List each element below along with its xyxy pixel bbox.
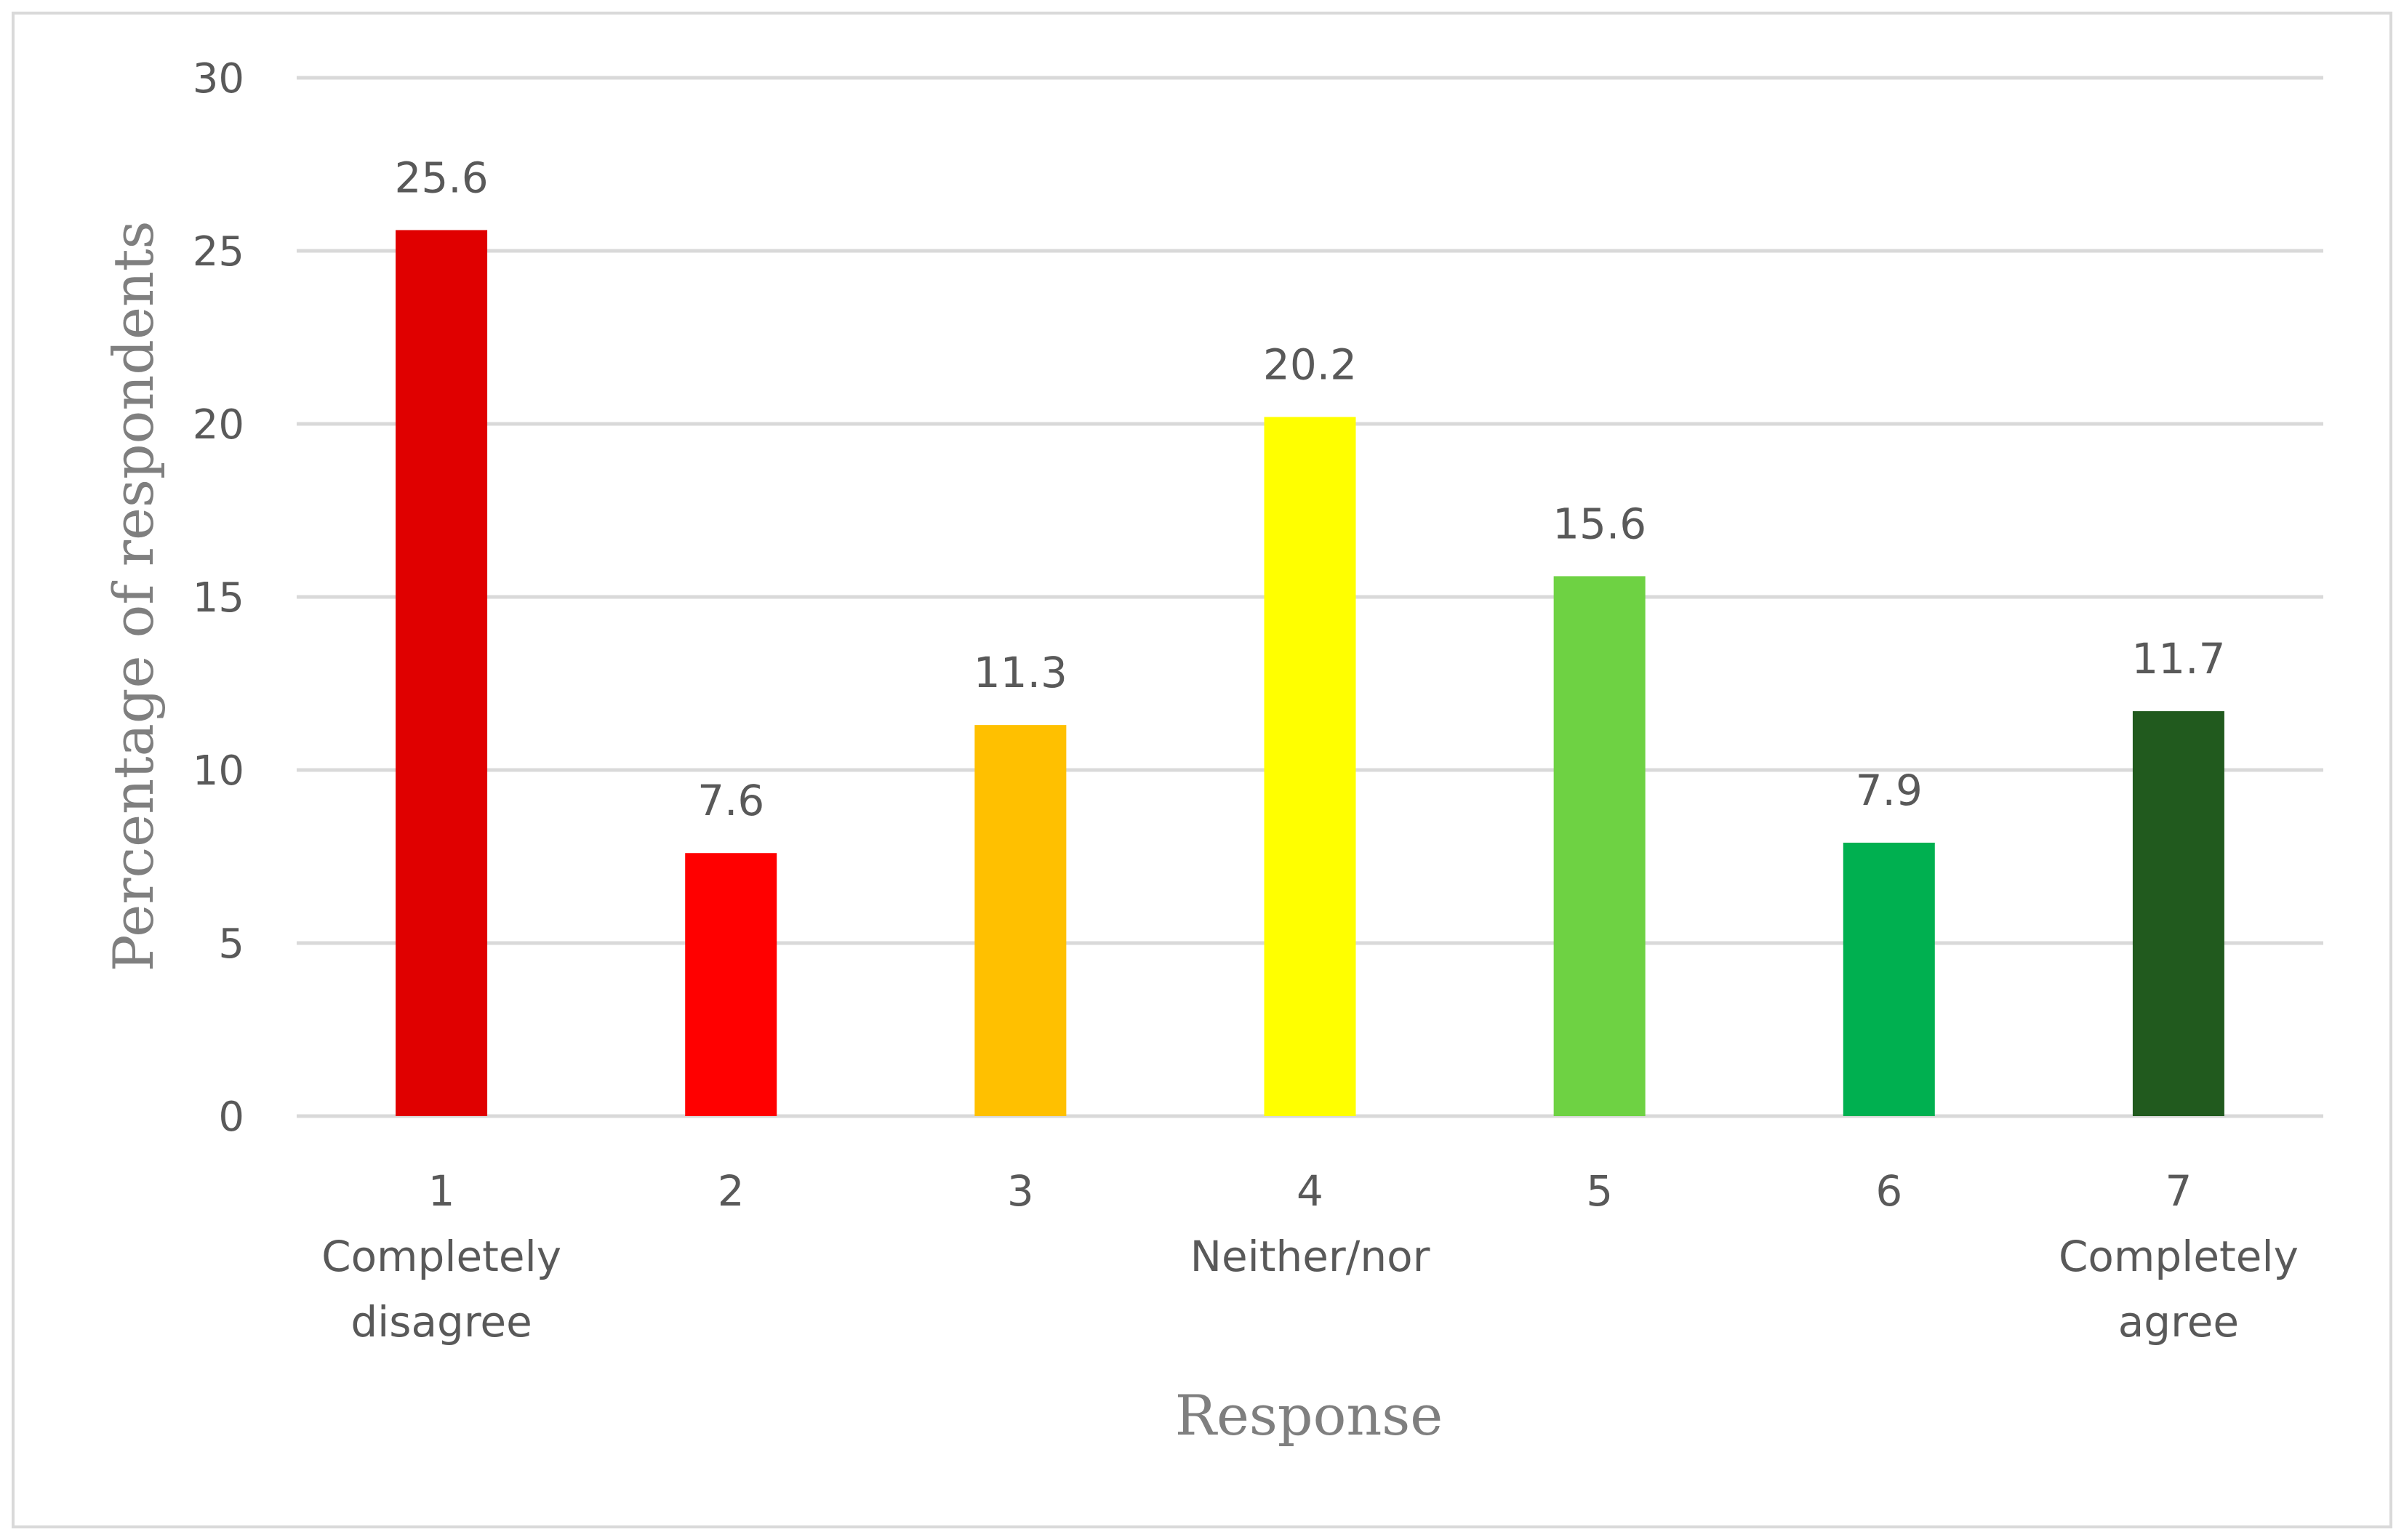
x-tick-sublabel: Neither/nor bbox=[1190, 1232, 1430, 1281]
data-label-6: 7.9 bbox=[1856, 766, 1923, 815]
bar-4 bbox=[1264, 417, 1356, 1116]
y-tick-label: 0 bbox=[218, 1094, 244, 1141]
y-axis-ticks: 0 5 10 15 20 25 30 bbox=[193, 55, 244, 1141]
x-tick-label: 4 bbox=[1297, 1166, 1323, 1216]
bar-2 bbox=[685, 853, 777, 1116]
data-label-7: 11.7 bbox=[2131, 634, 2225, 683]
x-tick-label: 7 bbox=[2165, 1166, 2192, 1216]
y-tick-label: 5 bbox=[218, 921, 244, 968]
x-tick-sublabel: disagree bbox=[350, 1297, 532, 1347]
bar-1 bbox=[396, 230, 488, 1117]
bar-3 bbox=[974, 725, 1067, 1116]
y-axis-title: Percentage of respondents bbox=[101, 221, 166, 972]
x-tick-label: 5 bbox=[1586, 1166, 1613, 1216]
y-tick-label: 25 bbox=[193, 228, 244, 276]
x-tick-label: 1 bbox=[428, 1166, 455, 1216]
bar-6 bbox=[1843, 842, 1935, 1116]
bar-7 bbox=[2132, 711, 2224, 1116]
bar-5 bbox=[1553, 576, 1646, 1116]
data-label-2: 7.6 bbox=[697, 776, 764, 825]
y-tick-label: 20 bbox=[193, 401, 244, 449]
x-tick-label: 6 bbox=[1875, 1166, 1902, 1216]
x-tick-sublabel: Completely bbox=[2059, 1232, 2299, 1281]
x-tick-label: 3 bbox=[1007, 1166, 1034, 1216]
y-tick-label: 10 bbox=[193, 747, 244, 795]
data-labels: 25.6 7.6 11.3 20.2 15.6 7.9 11.7 bbox=[395, 153, 2226, 825]
x-axis-title: Response bbox=[1175, 1383, 1443, 1448]
x-tick-label: 2 bbox=[718, 1166, 745, 1216]
y-tick-label: 30 bbox=[193, 55, 244, 103]
data-label-5: 15.6 bbox=[1552, 499, 1646, 548]
data-label-3: 11.3 bbox=[974, 648, 1067, 697]
data-label-1: 25.6 bbox=[395, 153, 489, 202]
x-tick-sublabel: Completely bbox=[321, 1232, 561, 1281]
data-label-4: 20.2 bbox=[1263, 340, 1357, 389]
x-axis-categories: 1 Completely disagree 2 3 4 Neither/nor 5 6 7 Comp… bbox=[321, 1166, 2299, 1347]
y-tick-label: 15 bbox=[193, 574, 244, 622]
bars bbox=[396, 230, 2224, 1117]
x-tick-sublabel: agree bbox=[2118, 1297, 2239, 1347]
